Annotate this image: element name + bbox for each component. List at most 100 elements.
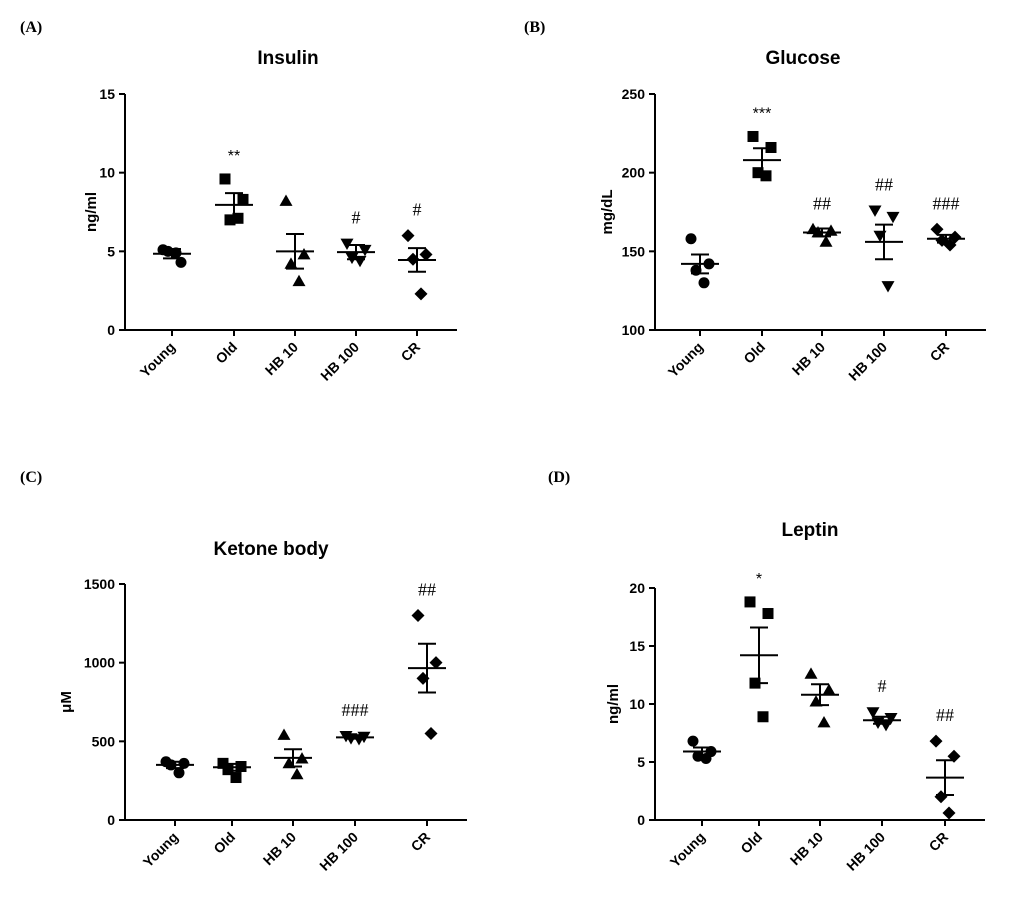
significance-label-cr: ###	[933, 193, 960, 213]
significance-label-old: ***	[753, 105, 772, 122]
x-tick-label-old: Old	[210, 829, 238, 857]
panel-glucose: (B) Glucose mg/dL 100 150 200 250 Young Old *** HB…	[524, 19, 986, 384]
panel-letter: (B)	[524, 19, 545, 36]
significance-label-old: **	[228, 148, 240, 165]
panel-ketone-body: (C) Ketone body μM 0 500 1000 1500 Young Old HB 1…	[20, 469, 467, 874]
panel-letter: (A)	[20, 19, 42, 36]
chart-title: Leptin	[782, 520, 839, 541]
data-point-hb-100	[881, 281, 895, 293]
data-point-old	[230, 772, 242, 784]
data-point-hb-100	[868, 205, 882, 217]
data-point-young	[687, 735, 699, 747]
x-tick-label-old: Old	[740, 339, 768, 367]
y-tick-label: 200	[622, 165, 646, 181]
y-axis-label: ng/ml	[605, 684, 622, 724]
y-tick-label: 0	[107, 812, 115, 828]
x-tick-label-cr: CR	[407, 829, 433, 855]
data-point-old	[224, 214, 236, 226]
significance-label-hb-100: ###	[342, 700, 369, 720]
data-point-old	[237, 193, 249, 205]
significance-label-old: *	[756, 571, 762, 588]
panel-letter: (D)	[548, 469, 570, 486]
data-point-young	[175, 256, 187, 268]
x-tick-label-young: Young	[137, 339, 178, 380]
data-point-hb-10	[822, 683, 836, 695]
x-tick-label-young: Young	[665, 339, 706, 380]
data-point-cr	[929, 734, 943, 748]
data-point-old	[757, 711, 769, 723]
data-point-hb-10	[292, 274, 306, 287]
y-tick-label: 10	[629, 696, 645, 712]
y-axis-label: ng/ml	[83, 192, 100, 232]
data-point-hb-100	[866, 707, 880, 719]
x-tick-label-hb-10: HB 10	[260, 829, 300, 869]
data-point-old	[744, 596, 756, 608]
chart-title: Insulin	[257, 48, 318, 69]
data-point-cr	[930, 222, 944, 236]
data-point-hb-100	[358, 244, 372, 257]
significance-label-hb-100: ##	[875, 174, 893, 194]
panel-insulin: (A) Insulin ng/ml 0 5 10 15 Young Old ** HB 10 HB 1…	[20, 19, 457, 384]
data-point-hb-10	[824, 224, 838, 236]
y-axis-label: mg/dL	[599, 190, 616, 235]
x-tick-label-hb-100: HB 100	[317, 339, 362, 384]
data-point-young	[178, 757, 190, 769]
data-point-old	[219, 173, 231, 185]
data-point-hb-10	[297, 247, 311, 260]
y-axis-label: μM	[58, 691, 75, 713]
data-point-cr	[429, 656, 443, 670]
y-tick-label: 1500	[84, 576, 115, 592]
data-point-old	[760, 170, 772, 182]
data-point-old	[222, 764, 234, 776]
y-tick-label: 10	[99, 165, 115, 181]
data-point-hb-10	[290, 767, 304, 780]
y-tick-label: 150	[622, 243, 646, 259]
y-tick-label: 100	[622, 322, 646, 338]
y-tick-label: 5	[107, 243, 115, 259]
y-tick-label: 1000	[84, 655, 115, 671]
data-point-cr	[414, 287, 428, 301]
data-point-cr	[424, 726, 438, 740]
x-tick-label-hb-10: HB 10	[262, 339, 302, 379]
data-point-hb-10	[804, 667, 818, 679]
panel-leptin: (D) Leptin ng/ml 0 5 10 15 20 Young Old * HB 10 HB 1…	[548, 469, 985, 874]
significance-label-cr: #	[413, 200, 422, 220]
x-tick-label-old: Old	[737, 829, 765, 857]
data-point-young	[698, 277, 710, 289]
data-point-cr	[411, 608, 425, 622]
x-tick-label-hb-10: HB 10	[787, 829, 827, 869]
x-tick-label-young: Young	[140, 829, 181, 870]
chart-title: Glucose	[766, 48, 841, 69]
y-tick-label: 15	[99, 86, 115, 102]
data-point-young	[173, 767, 185, 779]
y-tick-label: 500	[92, 733, 116, 749]
chart-title: Ketone body	[213, 539, 328, 560]
panel-letter: (C)	[20, 469, 42, 486]
x-tick-label-young: Young	[667, 829, 708, 870]
data-point-cr	[419, 247, 433, 261]
x-tick-label-old: Old	[212, 339, 240, 367]
x-tick-label-hb-10: HB 10	[789, 339, 829, 379]
y-tick-label: 0	[637, 812, 645, 828]
x-tick-label-cr: CR	[925, 829, 951, 855]
data-point-hb-10	[279, 194, 293, 206]
x-tick-label-hb-100: HB 100	[843, 829, 888, 874]
data-point-cr	[401, 229, 415, 243]
data-point-old	[747, 130, 759, 142]
data-point-old	[232, 212, 244, 224]
x-tick-label-hb-100: HB 100	[316, 829, 361, 874]
x-tick-label-hb-100: HB 100	[845, 339, 890, 384]
significance-label-hb-100: #	[352, 207, 361, 227]
data-point-young	[685, 233, 697, 245]
x-tick-label-cr: CR	[926, 339, 952, 365]
y-tick-label: 5	[637, 754, 645, 770]
data-point-hb-10	[277, 728, 291, 740]
significance-label-cr: ##	[418, 579, 436, 599]
data-point-old	[762, 608, 774, 620]
data-point-cr	[942, 806, 956, 820]
significance-label-hb-100: #	[878, 676, 887, 696]
x-tick-label-cr: CR	[397, 339, 423, 365]
data-point-hb-10	[819, 235, 833, 247]
data-point-hb-100	[886, 211, 900, 224]
